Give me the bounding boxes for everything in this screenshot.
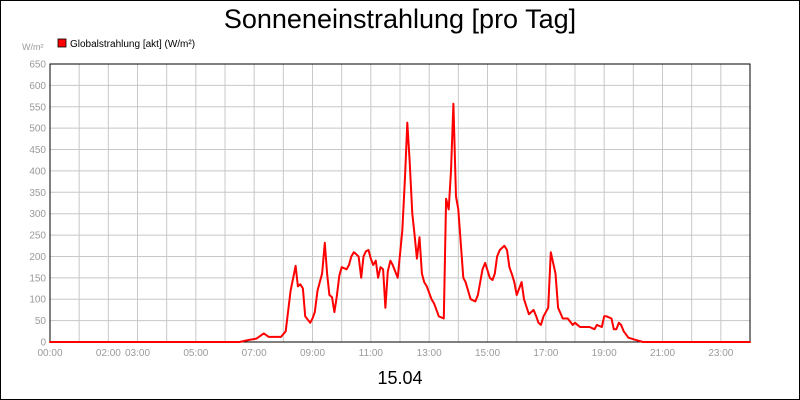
plot-area-border — [49, 63, 751, 343]
series-line-globalstrahlung — [49, 102, 751, 343]
x-tick-label: 09:00 — [300, 348, 325, 359]
x-tick-label: 19:00 — [592, 348, 617, 359]
x-tick-label: 00:00 — [37, 348, 62, 359]
x-tick-label: 13:00 — [417, 348, 442, 359]
y-tick-label: 100 — [29, 295, 46, 306]
y-tick-label: 0 — [40, 338, 46, 349]
x-tick-label: 23:00 — [708, 348, 733, 359]
x-tick-label: 03:00 — [125, 348, 150, 359]
legend-label: Globalstrahlung [akt] (W/m²) — [70, 39, 195, 50]
x-tick-label: 05:00 — [183, 348, 208, 359]
y-tick-label: 300 — [29, 209, 46, 220]
y-tick-label: 150 — [29, 273, 46, 284]
y-tick-label: 50 — [35, 316, 47, 327]
x-tick-label: 17:00 — [533, 348, 558, 359]
legend-swatch — [57, 38, 67, 48]
y-tick-label: 450 — [29, 145, 46, 156]
x-tick-label: 21:00 — [650, 348, 675, 359]
y-tick-label: 250 — [29, 231, 46, 242]
y-tick-label: 600 — [29, 81, 46, 92]
chart-title: Sonneneinstrahlung [pro Tag] — [224, 4, 576, 34]
x-tick-label: 15:00 — [475, 348, 500, 359]
series-layer — [49, 102, 751, 343]
legend: Globalstrahlung [akt] (W/m²) — [57, 38, 195, 50]
y-tick-label: 650 — [29, 60, 46, 71]
y-tick-label: 500 — [29, 124, 46, 135]
y-tick-label: 200 — [29, 252, 46, 263]
x-axis-date-label: 15.04 — [377, 368, 422, 388]
x-tick-label: 11:00 — [359, 348, 384, 359]
y-axis-unit: W/m² — [22, 42, 44, 52]
x-tick-label: 02:00 — [96, 348, 121, 359]
y-tick-label: 350 — [29, 188, 46, 199]
y-axis-ticks: 0 50 100 150 200 250 300 350 400 450 500 550 600 650 — [29, 60, 46, 349]
x-axis-ticks: 00:00 02:00 03:00 05:00 07:00 09:00 11:00 13:00… — [37, 348, 733, 359]
y-tick-label: 550 — [29, 102, 46, 113]
y-tick-label: 400 — [29, 166, 46, 177]
gridlines — [49, 63, 751, 343]
x-tick-label: 07:00 — [242, 348, 267, 359]
